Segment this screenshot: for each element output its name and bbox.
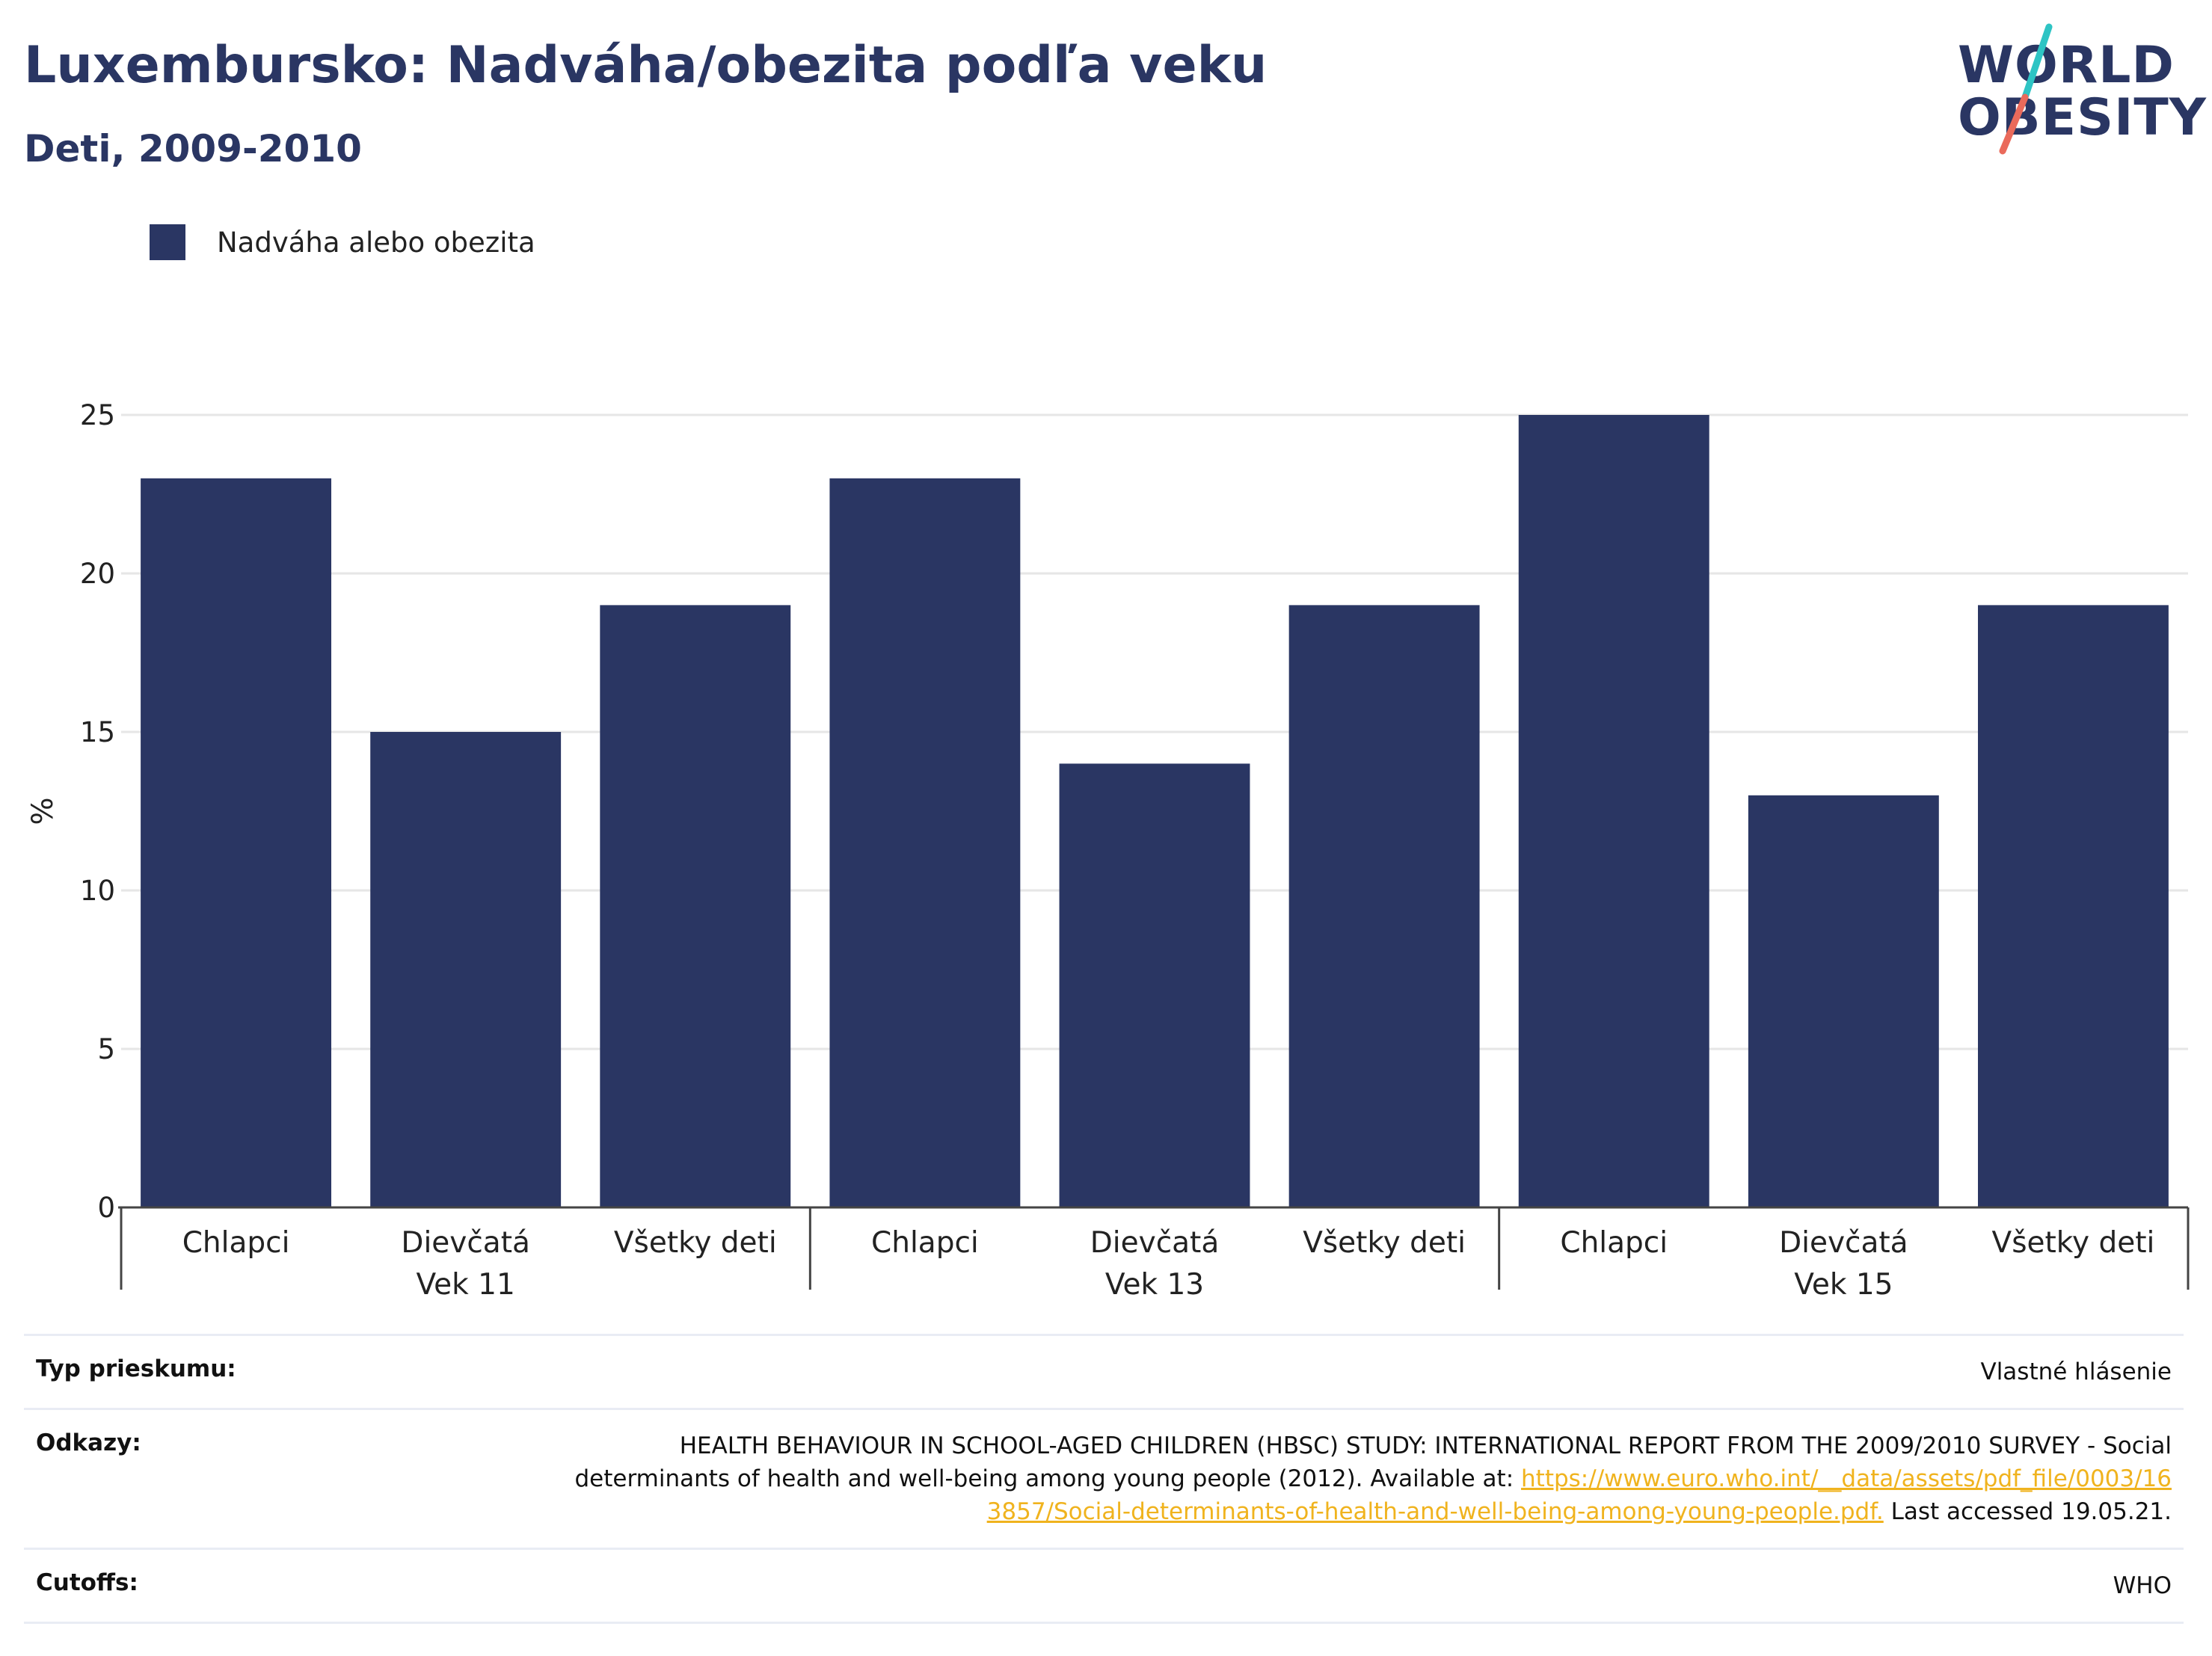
x-group-label: Vek 13 (1105, 1268, 1204, 1302)
logo-word-obesity: OBESITY (1958, 88, 2207, 147)
bar (1518, 415, 1709, 1207)
bar (1748, 795, 1939, 1207)
bar (1977, 605, 2169, 1207)
y-tick-label: 10 (80, 875, 115, 907)
x-category-label: Všetky deti (1303, 1226, 1466, 1260)
cutoffs-row: Cutoffs: WHO (24, 1548, 2184, 1624)
bar-chart: 0 5 10 15 20 25% Chlapci Dievčatá Všetky deti Vek… (26, 399, 2190, 1302)
bar (1059, 763, 1250, 1207)
x-group-label: Vek 11 (417, 1268, 515, 1302)
world-obesity-logo: WORLD OBESITY (1944, 22, 2206, 161)
y-tick-label: 15 (80, 716, 115, 748)
x-category-label: Chlapci (182, 1226, 290, 1260)
references-link[interactable]: https://www.euro.who.int/__data/assets/p… (986, 1465, 2172, 1525)
chart-subtitle: Deti, 2009-2010 (24, 127, 362, 170)
logo-word-world: WORLD (1958, 36, 2175, 95)
legend: Nadváha alebo obezita (150, 221, 535, 263)
references-value: HEALTH BEHAVIOUR IN SCHOOL-AGED CHILDREN… (564, 1429, 2172, 1528)
x-category-label: Všetky deti (614, 1226, 777, 1260)
x-category-label: Chlapci (1560, 1226, 1668, 1260)
y-axis-label: % (26, 797, 60, 825)
bar (1288, 605, 1480, 1207)
chart-title: Luxembursko: Nadváha/obezita podľa veku (24, 36, 1268, 95)
references-row: Odkazy: HEALTH BEHAVIOUR IN SCHOOL-AGED … (24, 1408, 2184, 1548)
x-category-label: Všetky deti (1992, 1226, 2155, 1260)
x-category-label: Dievčatá (1090, 1226, 1219, 1260)
y-tick-label: 5 (97, 1033, 115, 1065)
metadata-table: Typ prieskumu: Vlastné hlásenie Odkazy: … (24, 1334, 2184, 1624)
references-suffix: Last accessed 19.05.21. (1883, 1498, 2172, 1525)
y-tick-label: 20 (80, 558, 115, 590)
references-text: HEALTH BEHAVIOUR IN SCHOOL-AGED CHILDREN… (574, 1432, 2172, 1492)
legend-swatch (150, 224, 185, 260)
survey-type-label: Typ prieskumu: (36, 1355, 236, 1382)
cutoffs-label: Cutoffs: (36, 1569, 138, 1596)
y-tick-label: 25 (80, 399, 115, 431)
y-tick-label: 0 (97, 1192, 115, 1224)
bar (600, 605, 791, 1207)
cutoffs-value: WHO (2113, 1572, 2172, 1599)
logo-slash-icon (1999, 23, 2053, 155)
survey-type-row: Typ prieskumu: Vlastné hlásenie (24, 1334, 2184, 1408)
x-category-label: Dievčatá (1779, 1226, 1908, 1260)
references-label: Odkazy: (36, 1429, 141, 1456)
survey-type-value: Vlastné hlásenie (1980, 1358, 2172, 1385)
legend-label: Nadváha alebo obezita (217, 226, 535, 259)
x-category-label: Chlapci (871, 1226, 979, 1260)
bar (141, 478, 332, 1207)
bar (829, 478, 1021, 1207)
x-category-label: Dievčatá (401, 1226, 529, 1260)
x-group-label: Vek 15 (1794, 1268, 1893, 1302)
bar (370, 732, 562, 1207)
